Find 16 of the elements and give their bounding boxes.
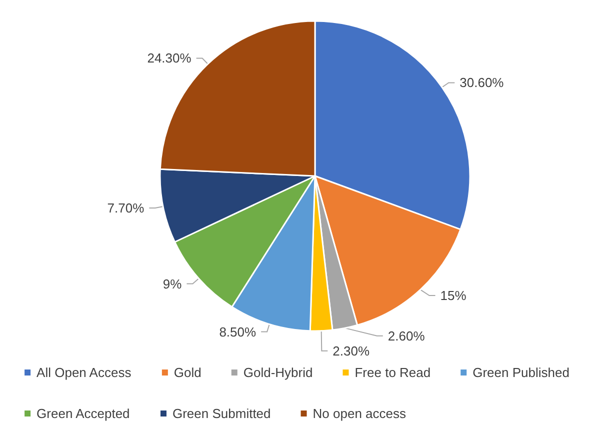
legend-label: Green Submitted xyxy=(172,406,271,421)
data-label: 7.70% xyxy=(107,200,145,216)
legend-label: Gold xyxy=(174,365,202,380)
legend-label: Gold-Hybrid xyxy=(243,365,313,380)
legend-label: Green Published xyxy=(472,365,570,380)
legend-label: All Open Access xyxy=(36,365,132,380)
legend-label: No open access xyxy=(312,406,406,421)
data-label: 30.60% xyxy=(460,75,504,90)
data-label: 2.30% xyxy=(332,343,370,358)
legend-label: Green Accepted xyxy=(36,406,130,421)
data-label: 9% xyxy=(162,276,182,292)
data-label: 15% xyxy=(440,288,467,304)
data-label: 8.50% xyxy=(219,324,256,340)
legend-label: Free to Read xyxy=(354,365,431,380)
data-label: 24.30% xyxy=(147,50,192,66)
data-label: 2.60% xyxy=(388,328,426,344)
